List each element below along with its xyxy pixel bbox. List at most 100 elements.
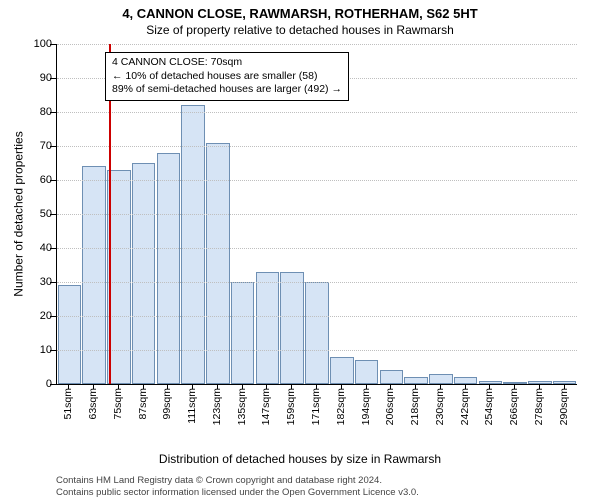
x-tick: [242, 384, 243, 389]
bar: [429, 374, 453, 384]
bar: [256, 272, 280, 384]
y-tick: [50, 180, 56, 181]
bar: [404, 377, 428, 384]
bar: [454, 377, 478, 384]
y-tick: [50, 350, 56, 351]
x-tick-label: 135sqm: [236, 388, 248, 425]
y-tick-labels: 0102030405060708090100: [22, 44, 52, 384]
bar: [181, 105, 205, 384]
x-tick: [217, 384, 218, 389]
y-tick: [50, 282, 56, 283]
grid-line: [57, 180, 577, 181]
annotation-line: ← 10% of detached houses are smaller (58…: [112, 70, 342, 84]
x-tick: [415, 384, 416, 389]
x-tick-label: 242sqm: [459, 388, 471, 425]
x-tick-label: 206sqm: [384, 388, 396, 425]
bar: [107, 170, 131, 384]
x-tick: [118, 384, 119, 389]
y-tick-label: 50: [22, 208, 52, 220]
y-tick-label: 100: [22, 38, 52, 50]
grid-line: [57, 214, 577, 215]
y-tick-label: 20: [22, 310, 52, 322]
x-tick: [390, 384, 391, 389]
annotation-line: 4 CANNON CLOSE: 70sqm: [112, 56, 342, 70]
x-tick-label: 230sqm: [434, 388, 446, 425]
grid-line: [57, 316, 577, 317]
footer-attribution: Contains HM Land Registry data © Crown c…: [56, 475, 419, 498]
y-tick: [50, 316, 56, 317]
bar: [330, 357, 354, 384]
x-tick-label: 111sqm: [186, 388, 198, 424]
bar: [231, 282, 255, 384]
x-tick: [68, 384, 69, 389]
y-tick-label: 80: [22, 106, 52, 118]
x-tick-label: 147sqm: [260, 388, 272, 425]
y-tick: [50, 44, 56, 45]
x-tick: [143, 384, 144, 389]
x-tick: [291, 384, 292, 389]
x-tick: [93, 384, 94, 389]
page-subtitle: Size of property relative to detached ho…: [0, 21, 600, 37]
x-tick: [316, 384, 317, 389]
x-tick-label: 254sqm: [483, 388, 495, 425]
x-tick: [564, 384, 565, 389]
x-tick: [465, 384, 466, 389]
chart-area: 4 CANNON CLOSE: 70sqm← 10% of detached h…: [56, 44, 576, 410]
grid-line: [57, 112, 577, 113]
x-tick-label: 182sqm: [335, 388, 347, 425]
annotation-box: 4 CANNON CLOSE: 70sqm← 10% of detached h…: [105, 52, 349, 101]
x-tick: [341, 384, 342, 389]
x-tick: [514, 384, 515, 389]
x-tick-label: 75sqm: [112, 388, 124, 420]
page-title: 4, CANNON CLOSE, RAWMARSH, ROTHERHAM, S6…: [0, 0, 600, 21]
footer-line-2: Contains public sector information licen…: [56, 487, 419, 498]
bar: [355, 360, 379, 384]
x-tick-label: 171sqm: [310, 388, 322, 425]
x-tick-label: 194sqm: [360, 388, 372, 425]
grid-line: [57, 282, 577, 283]
y-tick: [50, 146, 56, 147]
bar: [58, 285, 82, 384]
y-tick-label: 60: [22, 174, 52, 186]
grid-line: [57, 44, 577, 45]
y-tick-label: 40: [22, 242, 52, 254]
y-tick-label: 10: [22, 344, 52, 356]
x-axis-title: Distribution of detached houses by size …: [0, 452, 600, 466]
y-tick-label: 30: [22, 276, 52, 288]
x-tick-label: 87sqm: [137, 388, 149, 420]
x-tick: [192, 384, 193, 389]
x-tick: [440, 384, 441, 389]
x-tick-label: 123sqm: [211, 388, 223, 425]
bar: [305, 282, 329, 384]
x-tick: [539, 384, 540, 389]
x-tick-label: 63sqm: [87, 388, 99, 420]
grid-line: [57, 146, 577, 147]
grid-line: [57, 350, 577, 351]
x-tick-labels: 51sqm 63sqm 75sqm 87sqm 99sqm 111sqm 123sqm 135…: [56, 384, 576, 444]
bar: [280, 272, 304, 384]
y-tick: [50, 214, 56, 215]
annotation-line: 89% of semi-detached houses are larger (…: [112, 83, 342, 97]
x-tick-label: 278sqm: [533, 388, 545, 425]
footer-line-1: Contains HM Land Registry data © Crown c…: [56, 475, 419, 486]
x-tick: [489, 384, 490, 389]
bar: [206, 143, 230, 384]
y-tick-label: 90: [22, 72, 52, 84]
x-tick: [266, 384, 267, 389]
bar: [380, 370, 404, 384]
x-tick-label: 266sqm: [508, 388, 520, 425]
y-tick: [50, 112, 56, 113]
x-tick-label: 99sqm: [161, 388, 173, 420]
y-tick: [50, 248, 56, 249]
plot-region: 4 CANNON CLOSE: 70sqm← 10% of detached h…: [56, 44, 577, 385]
x-tick-label: 51sqm: [62, 388, 74, 420]
x-tick: [366, 384, 367, 389]
bar: [82, 166, 106, 384]
y-tick-label: 70: [22, 140, 52, 152]
x-tick-label: 159sqm: [285, 388, 297, 425]
x-tick: [167, 384, 168, 389]
y-tick: [50, 78, 56, 79]
x-tick-label: 290sqm: [558, 388, 570, 425]
y-tick-label: 0: [22, 378, 52, 390]
grid-line: [57, 248, 577, 249]
